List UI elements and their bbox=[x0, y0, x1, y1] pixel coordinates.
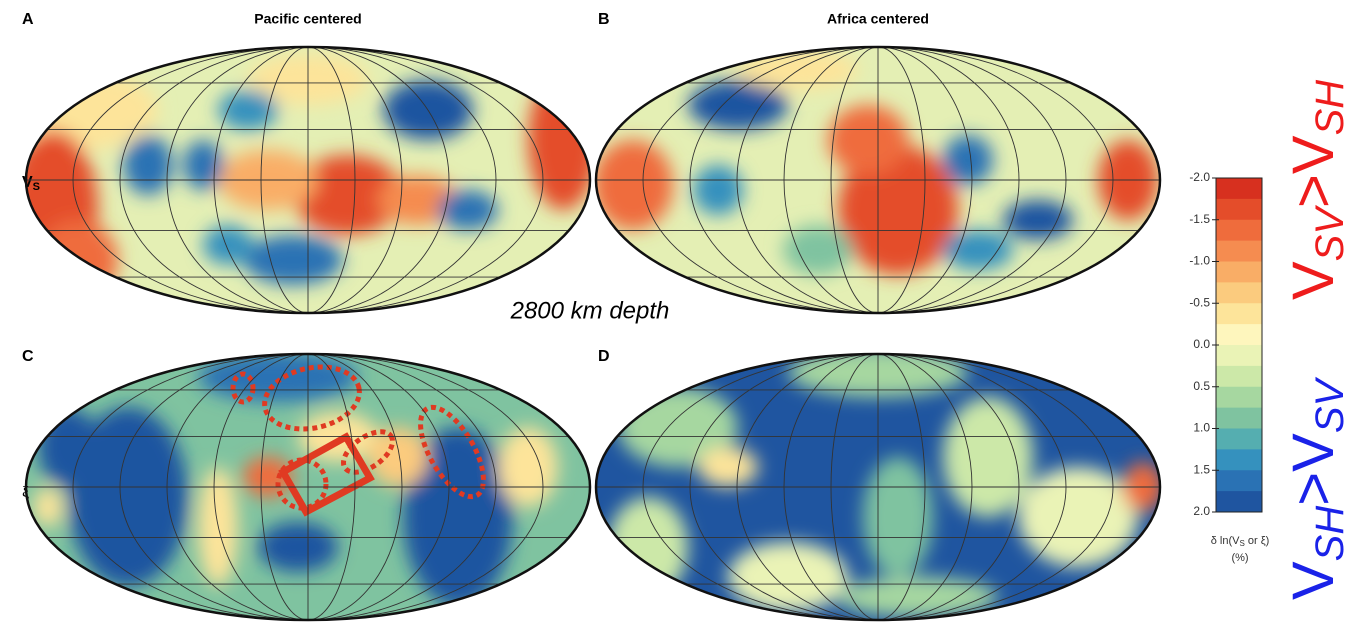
colorbar-unit: (%) bbox=[1231, 552, 1248, 564]
annotation-text: V bbox=[1281, 561, 1346, 600]
annotation-sub: SV bbox=[1308, 205, 1346, 262]
colorbar-band bbox=[1216, 324, 1262, 345]
colorbar-band bbox=[1216, 220, 1262, 241]
colorbar-label-pre: δ ln(V bbox=[1211, 535, 1240, 547]
annotation-sub: SH bbox=[1308, 80, 1346, 136]
colorbar-label: δ ln(VS or ξ) bbox=[1211, 535, 1270, 548]
graticule bbox=[18, 354, 598, 620]
annotation-text: V bbox=[1281, 261, 1346, 300]
anisotropy-annotation: VSH>VSV bbox=[1281, 376, 1346, 600]
figure: APacific centeredVSBAfrica centeredCξD28… bbox=[0, 0, 1346, 624]
row-label-sub: S bbox=[33, 181, 40, 193]
colorbar-band bbox=[1216, 429, 1262, 450]
colorbar-band bbox=[1216, 470, 1262, 491]
colorbar-band bbox=[1216, 366, 1262, 387]
colorbar-tick-label: -1.5 bbox=[1189, 212, 1210, 226]
colorbar-tick-label: 1.5 bbox=[1193, 462, 1210, 476]
colorbar-band bbox=[1216, 178, 1262, 199]
colorbar-band bbox=[1216, 303, 1262, 324]
annotation-text: V bbox=[1281, 135, 1346, 174]
colorbar-band bbox=[1216, 408, 1262, 429]
depth-label: 2800 km depth bbox=[510, 297, 670, 324]
colorbar-band bbox=[1216, 262, 1262, 283]
colorbar-band bbox=[1216, 449, 1262, 470]
graticule bbox=[18, 47, 598, 313]
panel-label: D bbox=[598, 348, 610, 365]
colorbar-tick-label: 2.0 bbox=[1193, 504, 1210, 518]
panel-label: A bbox=[22, 11, 34, 28]
graticule bbox=[588, 354, 1168, 620]
colorbar-tick-label: -2.0 bbox=[1189, 170, 1210, 184]
colorbar-band bbox=[1216, 199, 1262, 220]
annotation-sub: SV bbox=[1308, 376, 1346, 433]
colorbar-band bbox=[1216, 345, 1262, 366]
colorbar-tick-label: 1.0 bbox=[1193, 421, 1210, 435]
annotation-text: > bbox=[1281, 472, 1346, 506]
colorbar-tick-label: 0.0 bbox=[1193, 337, 1210, 351]
graticule bbox=[588, 47, 1168, 313]
colorbar-band bbox=[1216, 387, 1262, 408]
annotation-text: > bbox=[1281, 174, 1346, 208]
panel-title: Pacific centered bbox=[254, 11, 361, 27]
colorbar-band bbox=[1216, 491, 1262, 512]
panel-title: Africa centered bbox=[827, 11, 929, 27]
colorbar: -2.0 -1.5 -1.0 -0.5 0.0 0.5 1.0 1.5 2.0 δ ln(VS o… bbox=[1189, 170, 1269, 564]
colorbar-label-post: or ξ) bbox=[1245, 535, 1269, 547]
panel-label: C bbox=[22, 348, 34, 365]
annotation-text: V bbox=[1281, 433, 1346, 472]
annotation-sub: SH bbox=[1308, 506, 1346, 562]
colorbar-band bbox=[1216, 241, 1262, 262]
colorbar-band bbox=[1216, 282, 1262, 303]
colorbar-tick-label: -1.0 bbox=[1189, 254, 1210, 268]
colorbar-tick-label: -0.5 bbox=[1189, 295, 1210, 309]
panel-label: B bbox=[598, 11, 610, 28]
anisotropy-annotation: VSV>VSH bbox=[1281, 80, 1346, 300]
colorbar-tick-label: 0.5 bbox=[1193, 379, 1210, 393]
